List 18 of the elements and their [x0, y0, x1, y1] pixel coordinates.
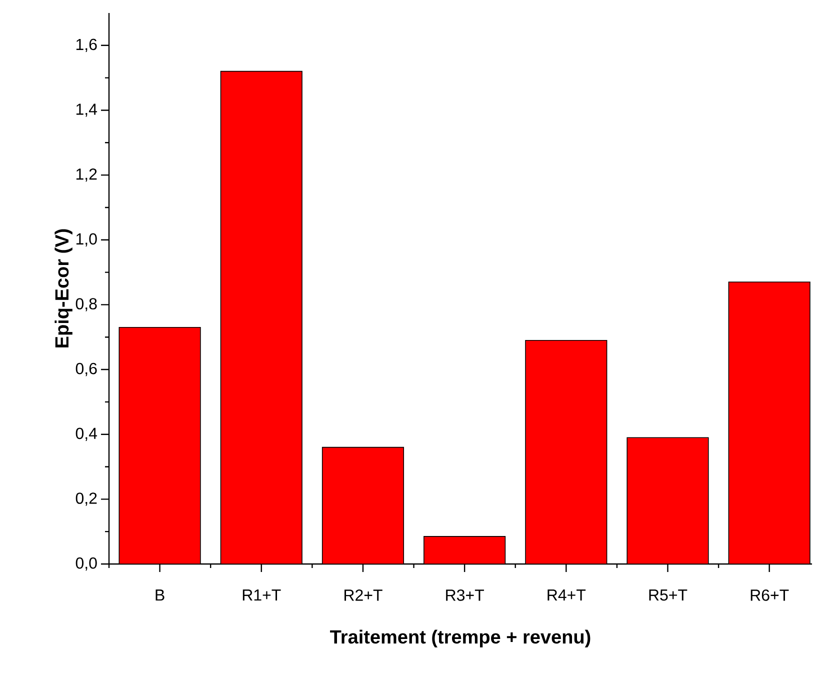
y-tick-label: 0,2: [76, 492, 97, 506]
y-tick-label: 1,4: [76, 104, 98, 117]
x-axis-title: Traitement (trempe + revenu): [330, 630, 590, 648]
x-tick-label: R1+T: [242, 590, 281, 601]
y-axis-title: Epiq-Ecor (V): [54, 229, 72, 348]
y-tick-label: 1,6: [76, 38, 97, 52]
y-tick-label: 0,0: [76, 557, 97, 571]
y-tick-label: 0,4: [76, 428, 98, 441]
y-tick-label: 1,0: [76, 233, 97, 246]
x-tick-label: R6+T: [750, 590, 789, 601]
y-tick-label: 0,8: [76, 298, 97, 312]
x-tick-label: B: [156, 590, 164, 601]
y-tick-label: 1,2: [76, 168, 97, 182]
x-tick-label: R5+T: [649, 590, 688, 601]
x-tick-label: R2+T: [344, 590, 382, 601]
x-tick-label: R4+T: [548, 590, 586, 601]
x-tick-label: R3+T: [446, 590, 484, 601]
y-tick-label: 0,6: [76, 362, 97, 376]
